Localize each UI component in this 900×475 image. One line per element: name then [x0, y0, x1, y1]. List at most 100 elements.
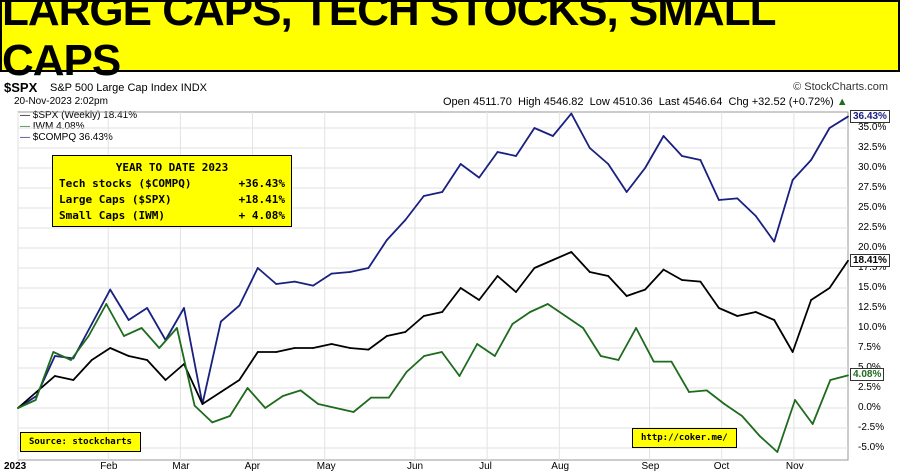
data-point	[476, 343, 479, 345]
page-title: LARGE CAPS, TECH STOCKS, SMALL CAPS	[2, 0, 776, 85]
data-point	[404, 219, 407, 221]
data-point	[183, 307, 185, 309]
index-name: S&P 500 Large Cap Index INDX	[50, 82, 207, 94]
data-point	[193, 404, 196, 407]
x-tick-label: Aug	[551, 461, 570, 472]
data-point	[105, 303, 108, 305]
data-point	[847, 115, 849, 118]
data-point	[158, 347, 161, 349]
data-point	[440, 351, 443, 353]
y-tick-label: 5.0%	[858, 362, 881, 373]
data-point	[458, 375, 461, 377]
data-point	[810, 159, 813, 161]
data-point	[72, 357, 75, 360]
data-point	[387, 396, 390, 399]
data-point	[829, 379, 832, 381]
url-note: http://coker.me/	[632, 428, 737, 448]
data-point	[317, 403, 320, 405]
data-point	[644, 288, 647, 291]
legend-compq: — $COMPQ 36.43%	[20, 132, 113, 143]
data-point	[773, 240, 776, 243]
y-tick-label: 12.5%	[858, 302, 887, 313]
source-note: Source: stockcharts	[20, 432, 141, 452]
data-point	[146, 359, 149, 361]
data-point	[330, 272, 333, 275]
data-point	[617, 359, 620, 361]
x-tick-label: Feb	[100, 461, 118, 472]
data-point	[478, 299, 481, 301]
data-point	[551, 259, 554, 261]
data-point	[515, 291, 517, 293]
data-point	[635, 327, 637, 329]
data-point	[246, 387, 249, 389]
x-tick-label: Apr	[244, 461, 261, 472]
data-point	[828, 287, 831, 289]
data-point	[705, 389, 708, 392]
data-point	[330, 343, 333, 345]
x-tick-label: 2023	[4, 461, 27, 472]
legend-iwm-swatch: —	[20, 121, 30, 132]
data-point	[791, 179, 794, 181]
ytd-row-value: +36.43%	[238, 177, 285, 190]
y-tick-label: 35.0%	[858, 122, 887, 133]
data-point	[405, 371, 408, 373]
data-point	[349, 347, 351, 349]
symbol-label: $SPX	[4, 80, 38, 95]
data-point	[72, 379, 75, 381]
y-tick-label: 2.5%	[858, 382, 881, 393]
data-point	[582, 327, 585, 329]
y-tick-label: 20.0%	[858, 242, 887, 253]
chart-date: 20-Nov-2023 2:02pm	[14, 96, 108, 107]
data-point	[754, 215, 757, 217]
data-point	[551, 135, 554, 137]
data-point	[275, 351, 278, 353]
data-point	[312, 284, 315, 287]
data-point	[533, 267, 536, 269]
data-point	[281, 395, 284, 397]
data-point	[140, 327, 143, 329]
data-point	[570, 251, 573, 253]
legend-iwm-label: IWM 4.08%	[32, 121, 85, 132]
data-point	[352, 411, 355, 413]
data-point	[564, 315, 567, 317]
x-tick-label: Jun	[406, 461, 424, 472]
data-point	[293, 347, 296, 349]
up-arrow-icon: ▲	[836, 96, 848, 108]
data-point	[607, 275, 610, 277]
data-point	[35, 395, 38, 397]
data-point	[791, 351, 794, 353]
y-tick-label: 0.0%	[858, 402, 881, 413]
data-point	[570, 112, 573, 115]
open-value: Open 4511.70	[443, 96, 512, 108]
data-point	[238, 304, 241, 307]
y-tick-label: 7.5%	[858, 342, 881, 353]
y-tick-label: 17.5%	[858, 262, 887, 273]
data-point	[681, 155, 683, 157]
data-point	[736, 197, 739, 200]
data-point	[176, 327, 178, 329]
data-point	[127, 319, 130, 321]
ytd-row-label: Large Caps ($SPX)	[59, 193, 172, 206]
data-point	[811, 423, 814, 425]
data-point	[723, 403, 726, 405]
ytd-row-tech: Tech stocks ($COMPQ) +36.43%	[59, 176, 285, 192]
data-point	[758, 435, 761, 437]
data-point	[17, 407, 19, 409]
x-tick-label: Oct	[713, 461, 730, 472]
data-point	[607, 163, 610, 165]
data-point	[90, 359, 93, 361]
data-point	[511, 323, 514, 325]
legend-spx-swatch: —	[20, 110, 30, 121]
data-point	[211, 421, 214, 424]
legend-compq-label: $COMPQ 36.43%	[32, 132, 113, 143]
data-point	[367, 348, 370, 351]
data-point	[699, 280, 702, 283]
y-tick-label: 22.5%	[858, 222, 887, 233]
data-point	[275, 283, 278, 285]
data-point	[736, 315, 739, 317]
data-point	[773, 319, 776, 321]
data-point	[53, 375, 56, 377]
data-point	[90, 323, 93, 325]
stockcharts-brand: © StockCharts.com	[793, 81, 888, 93]
y-tick-label: 30.0%	[858, 162, 887, 173]
